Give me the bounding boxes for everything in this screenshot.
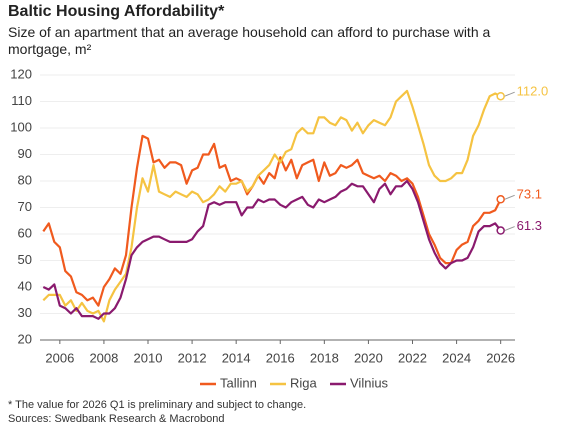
y-tick-label: 70 [18,199,32,214]
x-tick-label: 2006 [45,350,74,365]
end-marker [496,91,505,101]
footnote: * The value for 2026 Q1 is preliminary a… [8,399,307,411]
legend-label: Tallinn [220,375,257,390]
x-tick-label: 2014 [222,350,251,365]
legend-label: Riga [290,375,318,390]
x-tick-label: 2018 [310,350,339,365]
x-tick-label: 2022 [398,350,427,365]
y-tick-label: 100 [10,119,32,134]
y-tick-label: 110 [11,93,32,108]
end-marker [496,226,505,235]
value-label: 112.0 [517,84,549,99]
x-tick-label: 2008 [89,350,118,365]
label-leader [504,91,515,97]
y-tick-label: 40 [18,278,32,293]
y-tick-label: 20 [18,331,32,346]
y-tick-label: 120 [10,66,32,81]
y-tick-label: 60 [18,225,32,240]
y-tick-label: 30 [18,305,32,320]
x-tick-label: 2024 [442,350,471,365]
series-line [42,89,502,323]
y-tick-label: 50 [18,252,32,267]
series-line [42,134,502,307]
label-leader [504,226,515,232]
value-label: 73.1 [517,187,542,202]
y-tick-label: 80 [18,172,32,187]
chart-title: Baltic Housing Affordability* [8,3,225,20]
label-leader [504,194,515,200]
chart-subtitle: Size of an apartment that an average hou… [8,24,491,57]
x-tick-label: 2016 [266,350,295,365]
x-tick-label: 2026 [486,350,515,365]
y-tick-label: 90 [18,146,32,161]
end-marker [496,195,505,204]
source-note: Sources: Swedbank Research & Macrobond [8,413,225,425]
legend-label: Vilnius [350,375,389,390]
x-tick-label: 2020 [354,350,383,365]
value-label: 61.3 [517,218,542,233]
x-tick-label: 2010 [134,350,163,365]
series-line [42,179,502,320]
x-tick-label: 2012 [178,350,207,365]
